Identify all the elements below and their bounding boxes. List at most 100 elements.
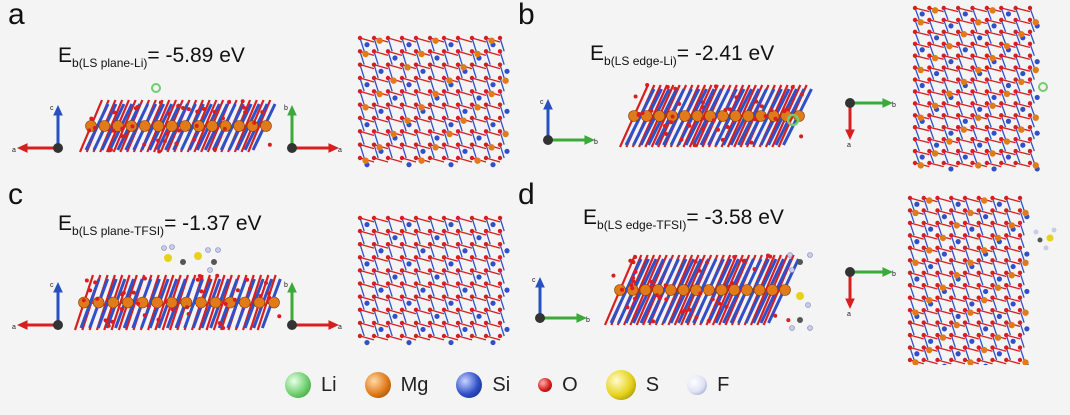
bond — [429, 230, 445, 236]
o-atom — [907, 258, 913, 263]
bond — [373, 230, 379, 245]
legend-item-s: S — [605, 370, 659, 400]
bond — [914, 150, 930, 156]
o-atom — [174, 141, 179, 146]
o-atom — [970, 5, 975, 11]
bond — [443, 244, 449, 258]
bond — [373, 282, 389, 289]
bond — [1015, 162, 1031, 168]
mg-atom — [78, 296, 90, 309]
arrow-head — [882, 267, 893, 277]
bond — [929, 19, 944, 25]
bond — [373, 309, 379, 324]
mg-atom — [1022, 359, 1029, 365]
o-atom — [455, 268, 461, 273]
bond — [1015, 66, 1031, 72]
tfsi-atom — [1046, 234, 1054, 242]
si-atom — [996, 351, 1002, 357]
o-atom — [385, 333, 391, 339]
o-atom — [89, 116, 94, 121]
bond — [429, 243, 445, 249]
si-atom — [991, 23, 997, 29]
o-atom — [413, 62, 419, 67]
o-atom — [741, 258, 746, 263]
o-atom — [156, 317, 161, 322]
bond — [387, 90, 403, 96]
bond — [986, 66, 1002, 72]
bond — [471, 244, 477, 258]
bond — [359, 37, 365, 52]
o-atom — [786, 318, 791, 323]
bond — [964, 247, 979, 253]
bond — [923, 272, 938, 278]
bond — [471, 243, 487, 249]
o-atom — [371, 333, 377, 339]
o-atom — [999, 5, 1004, 11]
si-atom — [364, 221, 370, 228]
o-atom — [984, 5, 990, 11]
o-atom — [990, 320, 995, 325]
bond — [992, 222, 1007, 228]
o-atom — [469, 155, 475, 161]
mg-atom — [446, 130, 453, 138]
bond — [373, 230, 389, 236]
o-atom — [941, 77, 946, 82]
bond — [415, 256, 431, 262]
o-atom — [1017, 332, 1023, 338]
o-atom — [455, 62, 461, 67]
mg-atom — [1008, 222, 1015, 229]
bond — [914, 7, 930, 13]
o-atom — [427, 115, 433, 121]
mg-atom — [917, 114, 924, 121]
bond — [387, 270, 393, 284]
mg-atom — [960, 126, 968, 133]
bond — [978, 209, 993, 215]
bond — [457, 37, 473, 43]
mg-atom — [418, 157, 425, 164]
bond — [415, 230, 421, 245]
o-atom — [990, 208, 995, 213]
bond — [1006, 197, 1021, 203]
o-atom — [727, 107, 732, 112]
o-atom — [399, 89, 405, 94]
bond — [415, 296, 421, 310]
o-atom — [927, 29, 932, 35]
mg-atom — [179, 120, 192, 132]
o-atom — [907, 307, 913, 313]
o-atom — [976, 332, 981, 338]
bond — [943, 66, 959, 72]
o-atom — [990, 220, 995, 226]
bond — [457, 90, 473, 96]
o-atom — [371, 142, 377, 147]
o-atom — [1013, 17, 1018, 23]
o-atom — [700, 105, 705, 110]
o-atom — [399, 228, 405, 234]
o-atom — [497, 215, 503, 221]
bond — [359, 244, 365, 258]
o-atom — [949, 357, 954, 363]
si-atom — [448, 221, 454, 228]
o-atom — [999, 89, 1004, 94]
o-atom — [941, 53, 946, 58]
o-atom — [165, 131, 170, 136]
bond — [387, 91, 393, 105]
binding-energy-b: Eb(LS edge-Li)= -2.41 eV — [590, 42, 774, 68]
bond — [429, 117, 445, 123]
tfsi-atom — [796, 292, 804, 300]
si-atom — [919, 154, 925, 160]
bond — [1001, 55, 1016, 60]
mg-atom — [926, 197, 933, 204]
o-atom — [955, 17, 961, 23]
si-atom — [476, 235, 482, 241]
o-atom — [633, 255, 638, 260]
bond — [937, 309, 952, 315]
si-atom — [476, 313, 482, 319]
o-atom — [142, 142, 147, 147]
mg-atom — [488, 90, 495, 98]
o-atom — [385, 142, 391, 147]
mg-atom — [967, 359, 974, 365]
si-atom — [928, 263, 934, 270]
bond — [457, 256, 473, 262]
si-atom — [955, 239, 961, 245]
o-atom — [497, 35, 503, 41]
